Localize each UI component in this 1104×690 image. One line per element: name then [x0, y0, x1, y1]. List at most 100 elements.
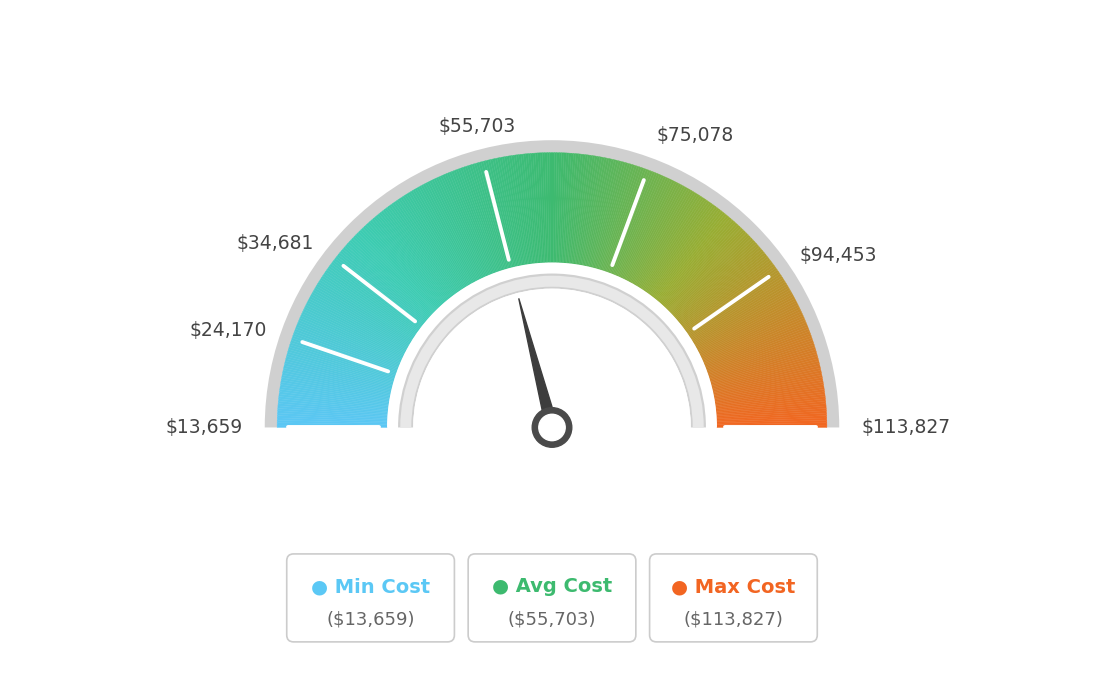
Wedge shape	[715, 394, 825, 408]
Wedge shape	[707, 333, 811, 373]
Wedge shape	[282, 377, 390, 399]
Wedge shape	[295, 329, 399, 370]
Wedge shape	[716, 413, 827, 420]
Wedge shape	[657, 215, 729, 301]
Wedge shape	[486, 160, 513, 268]
Wedge shape	[687, 268, 777, 333]
Wedge shape	[687, 270, 778, 334]
Wedge shape	[577, 156, 597, 265]
Wedge shape	[592, 161, 620, 268]
Wedge shape	[608, 169, 648, 273]
Wedge shape	[467, 166, 502, 270]
Wedge shape	[427, 181, 478, 281]
Wedge shape	[713, 371, 821, 395]
Circle shape	[532, 408, 572, 447]
Text: ● Min Cost: ● Min Cost	[311, 578, 431, 596]
Wedge shape	[299, 318, 401, 363]
Wedge shape	[296, 327, 399, 368]
Wedge shape	[670, 237, 752, 314]
Wedge shape	[445, 173, 489, 275]
Wedge shape	[612, 171, 652, 274]
Wedge shape	[682, 258, 771, 327]
Wedge shape	[678, 250, 764, 322]
Wedge shape	[285, 361, 392, 389]
Wedge shape	[418, 186, 474, 283]
Wedge shape	[670, 235, 750, 313]
Wedge shape	[713, 366, 820, 392]
Wedge shape	[580, 157, 599, 265]
Wedge shape	[278, 401, 388, 413]
Wedge shape	[641, 197, 703, 290]
Wedge shape	[587, 159, 614, 267]
Wedge shape	[530, 153, 541, 263]
Wedge shape	[696, 292, 793, 348]
Wedge shape	[715, 389, 825, 406]
Wedge shape	[615, 173, 659, 275]
Wedge shape	[572, 155, 588, 264]
Wedge shape	[571, 155, 585, 264]
Wedge shape	[651, 208, 720, 297]
Wedge shape	[538, 153, 544, 263]
Wedge shape	[556, 152, 562, 263]
FancyBboxPatch shape	[468, 554, 636, 642]
Wedge shape	[523, 154, 537, 264]
Wedge shape	[309, 296, 407, 350]
Wedge shape	[311, 292, 408, 348]
Wedge shape	[716, 408, 827, 417]
Wedge shape	[540, 152, 546, 263]
Wedge shape	[660, 220, 734, 304]
Wedge shape	[318, 282, 412, 342]
Wedge shape	[421, 185, 475, 282]
Wedge shape	[331, 262, 421, 329]
Wedge shape	[363, 226, 439, 308]
Wedge shape	[675, 244, 757, 318]
Wedge shape	[628, 184, 681, 282]
Wedge shape	[298, 320, 400, 364]
Wedge shape	[691, 279, 785, 340]
Wedge shape	[286, 354, 393, 385]
Wedge shape	[310, 294, 407, 348]
Wedge shape	[654, 211, 723, 298]
Wedge shape	[354, 235, 434, 313]
Wedge shape	[332, 260, 421, 328]
Wedge shape	[699, 303, 798, 354]
Wedge shape	[359, 230, 437, 310]
Wedge shape	[284, 366, 391, 392]
Wedge shape	[404, 195, 465, 288]
Wedge shape	[434, 178, 482, 279]
Wedge shape	[465, 166, 501, 271]
Wedge shape	[566, 154, 578, 264]
Text: ($13,659): ($13,659)	[327, 611, 415, 629]
Wedge shape	[716, 425, 827, 428]
Wedge shape	[389, 205, 455, 295]
Wedge shape	[668, 231, 746, 310]
Wedge shape	[297, 322, 400, 366]
Wedge shape	[497, 157, 520, 266]
Wedge shape	[694, 288, 790, 345]
Wedge shape	[507, 156, 527, 265]
Wedge shape	[432, 179, 481, 279]
Wedge shape	[693, 286, 789, 344]
Wedge shape	[652, 209, 721, 297]
Wedge shape	[283, 371, 391, 395]
Wedge shape	[700, 307, 800, 357]
Wedge shape	[701, 311, 803, 359]
Wedge shape	[631, 187, 688, 284]
Text: $13,659: $13,659	[166, 418, 243, 437]
Wedge shape	[624, 180, 675, 280]
FancyBboxPatch shape	[287, 554, 455, 642]
Wedge shape	[603, 166, 639, 271]
Wedge shape	[343, 247, 427, 320]
Wedge shape	[280, 384, 389, 403]
Wedge shape	[304, 307, 404, 357]
Wedge shape	[710, 347, 816, 381]
Wedge shape	[679, 253, 766, 324]
Wedge shape	[618, 175, 664, 277]
Wedge shape	[492, 159, 518, 266]
Wedge shape	[646, 201, 710, 293]
Wedge shape	[553, 152, 556, 263]
Wedge shape	[714, 380, 824, 400]
Wedge shape	[692, 284, 787, 342]
Wedge shape	[683, 262, 773, 329]
Wedge shape	[277, 415, 388, 422]
